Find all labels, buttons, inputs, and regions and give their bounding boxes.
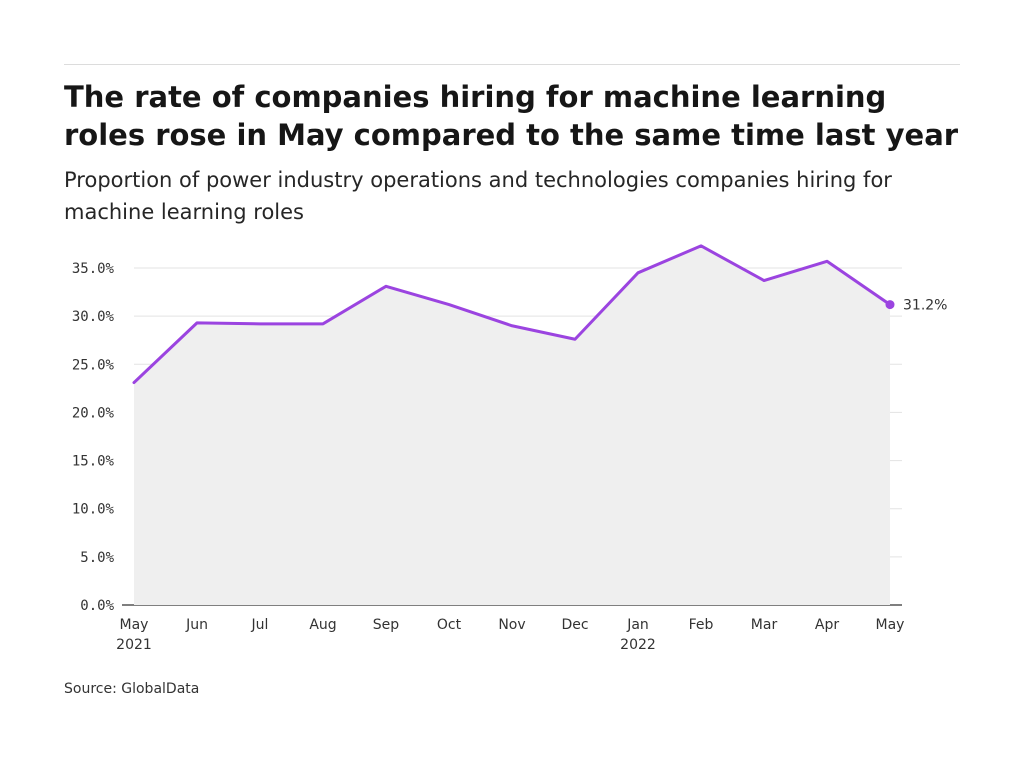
y-tick-label: 25.0% [72, 357, 115, 373]
area-fill [134, 245, 890, 605]
x-tick-label: Oct [437, 617, 462, 633]
label-layer: 0.0% 5.0% 10.0% 15.0% 20.0% 25.0% 30.0% 35.0% 31… [72, 261, 948, 653]
x-tick-label: Apr [815, 617, 839, 633]
y-tick-label: 0.0% [80, 598, 114, 614]
y-tick-label: 30.0% [72, 309, 115, 325]
x-tick-label: Jul [251, 617, 269, 633]
chart-title: The rate of companies hiring for machine… [64, 80, 959, 152]
x-tick-label: May [120, 617, 149, 633]
series-line [132, 244, 892, 385]
area-layer [134, 245, 890, 605]
x-tick-label: Jan [626, 617, 649, 633]
y-tick-label: 35.0% [72, 261, 115, 277]
x-tick-label: May [876, 617, 905, 633]
end-value-label: 31.2% [903, 298, 947, 314]
y-tick-label: 10.0% [72, 502, 115, 518]
y-tick-label: 20.0% [72, 405, 115, 421]
x-tick-label: Jun [185, 617, 208, 633]
x-tick-label: Nov [498, 617, 525, 633]
x-tick-label: Mar [751, 617, 778, 633]
x-tick-label: Dec [561, 617, 588, 633]
x-tick-year-label: 2021 [116, 637, 152, 653]
line-layer [132, 244, 895, 385]
x-tick-label: Sep [373, 617, 400, 633]
x-tick-year-label: 2022 [620, 637, 656, 653]
source-note: Source: GlobalData [64, 681, 200, 697]
chart-subtitle: Proportion of power industry operations … [64, 168, 892, 224]
y-tick-label: 5.0% [80, 550, 114, 566]
y-tick-label: 15.0% [72, 454, 115, 470]
end-point-marker [885, 300, 895, 310]
x-tick-label: Aug [309, 617, 336, 633]
x-tick-label: Feb [689, 617, 714, 633]
top-divider [64, 64, 960, 65]
